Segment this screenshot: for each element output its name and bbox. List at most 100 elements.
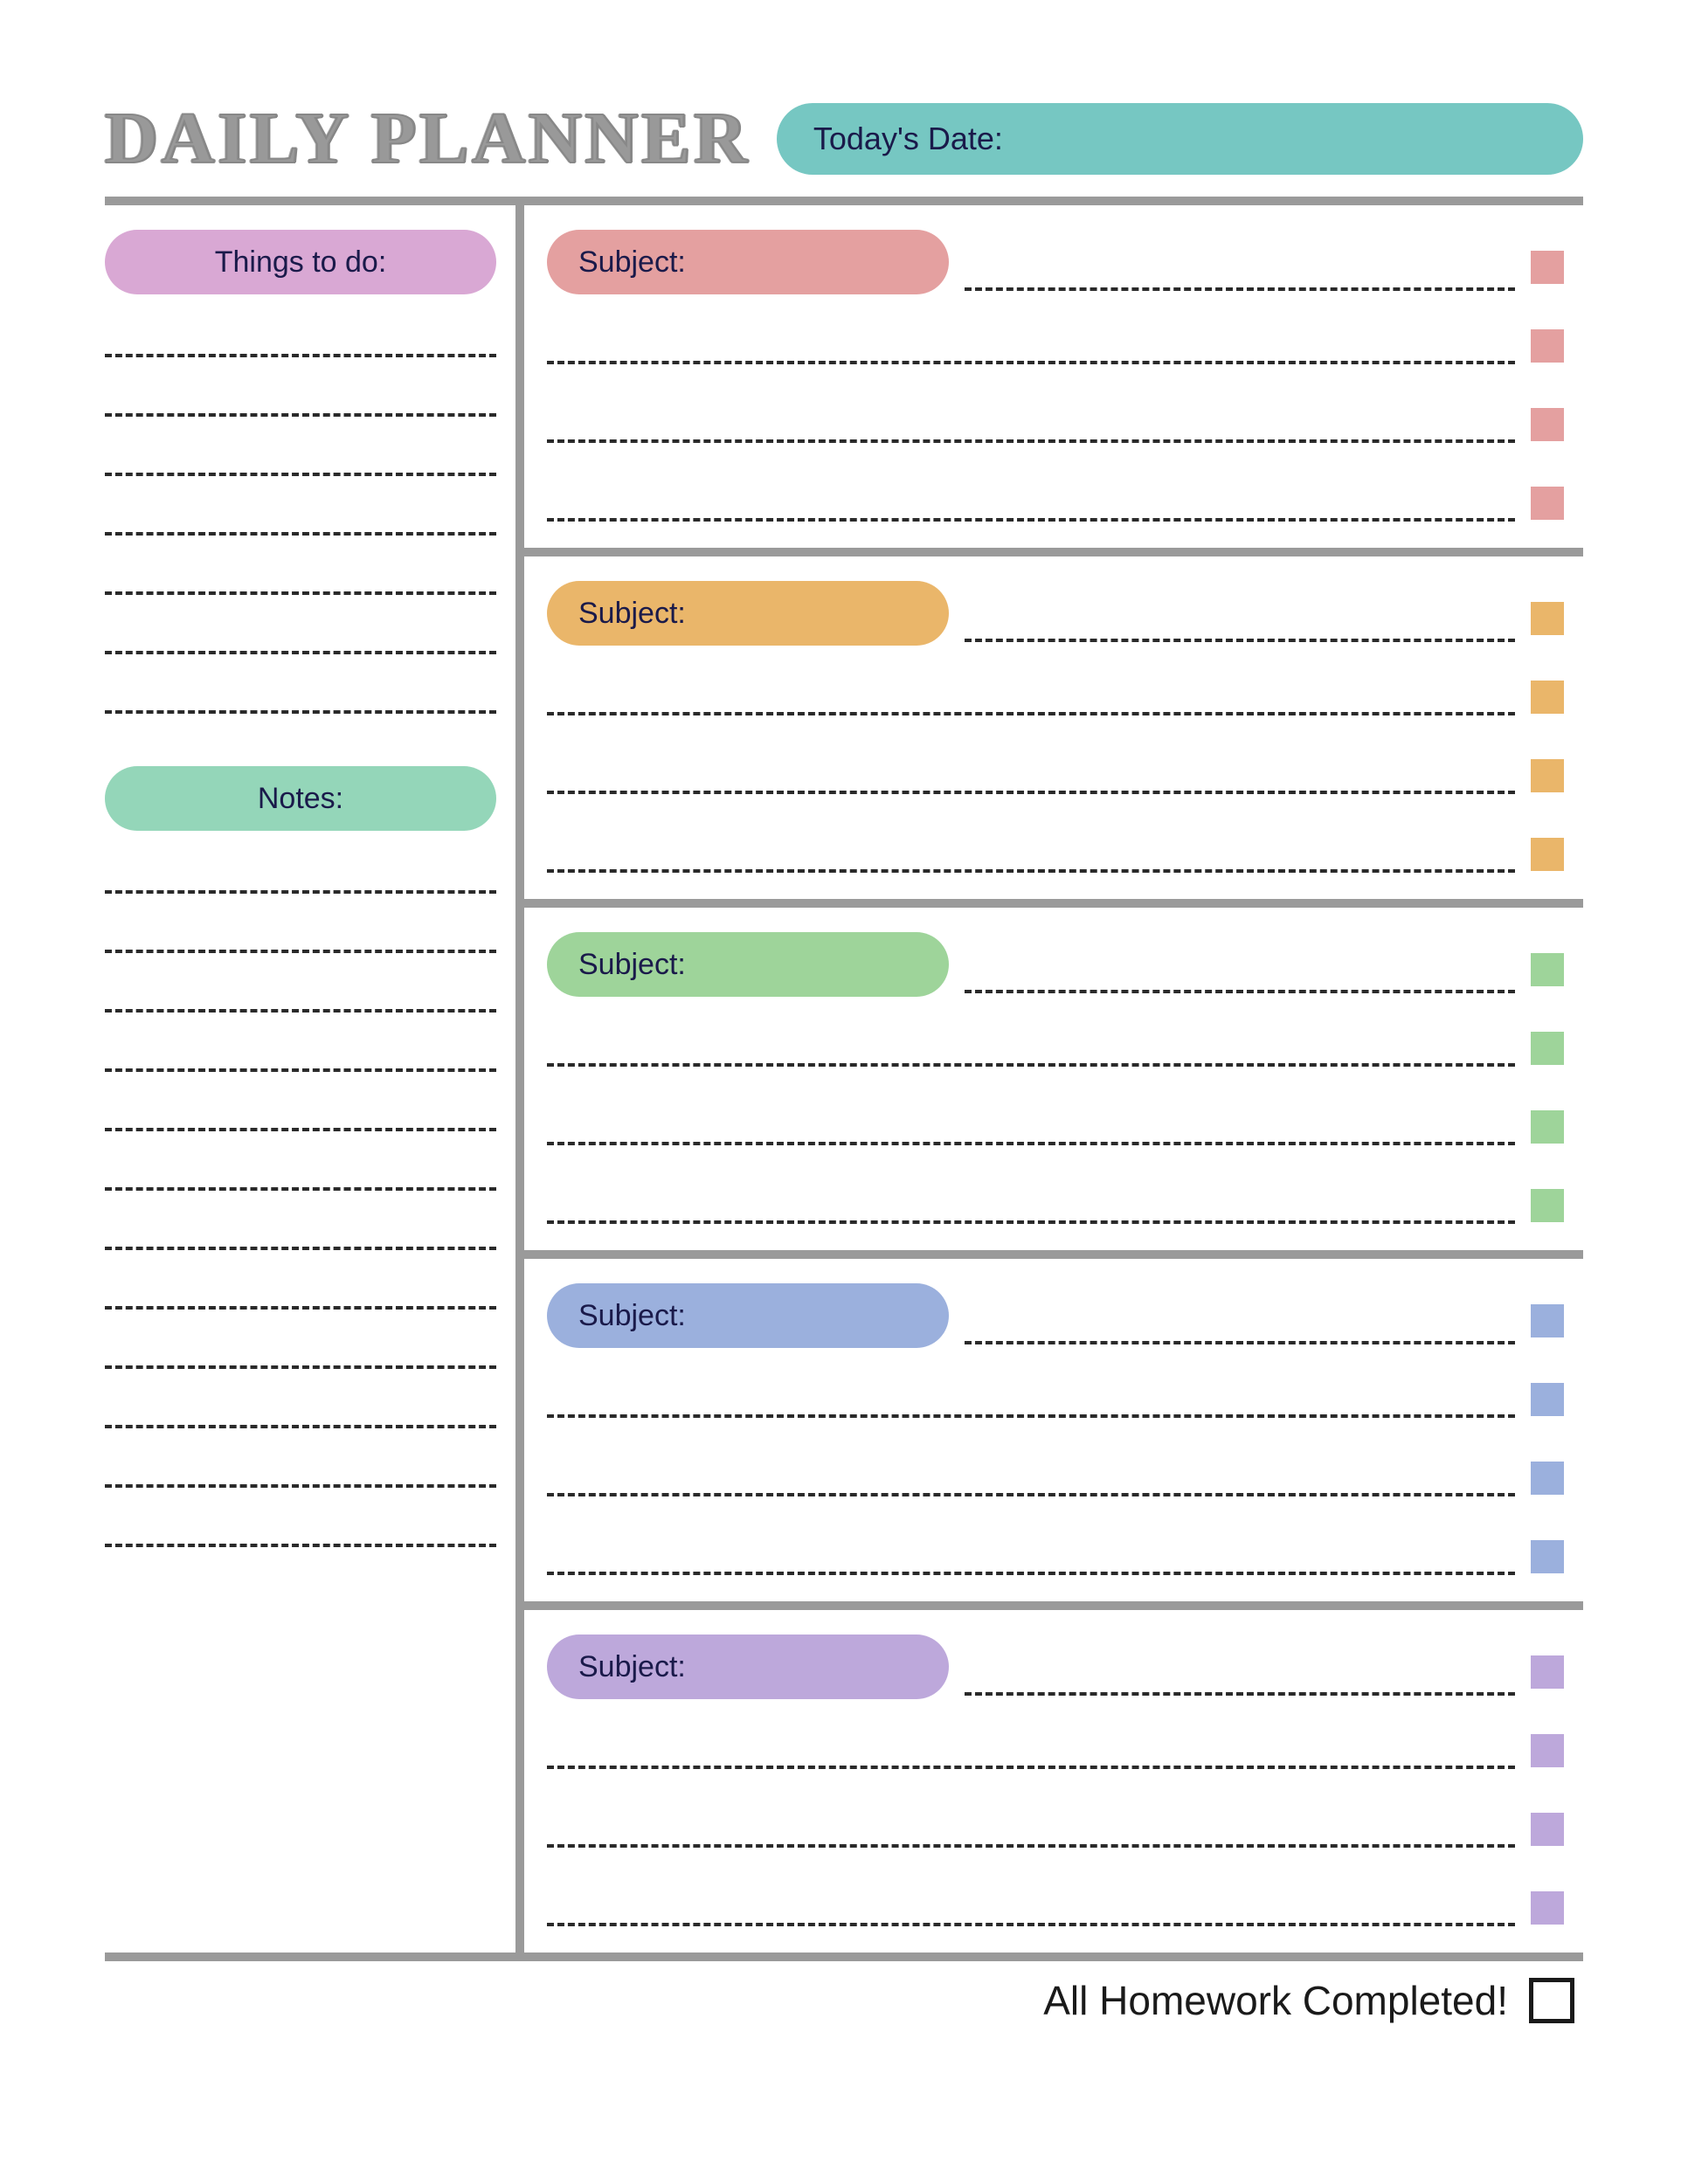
subject-line[interactable] bbox=[547, 1780, 1515, 1848]
subject-line[interactable] bbox=[547, 999, 1515, 1067]
subject-line[interactable] bbox=[547, 1507, 1515, 1575]
subject-block: Subject: bbox=[524, 1250, 1583, 1601]
todo-line[interactable] bbox=[105, 541, 496, 595]
subject-line[interactable] bbox=[547, 453, 1515, 522]
subject-line-row bbox=[547, 1507, 1564, 1580]
todo-line[interactable] bbox=[105, 363, 496, 417]
subject-checkbox[interactable] bbox=[1531, 681, 1564, 714]
subject-checkbox[interactable] bbox=[1531, 1655, 1564, 1689]
subject-header-row: Subject: bbox=[547, 230, 1564, 291]
notes-line[interactable] bbox=[105, 899, 496, 953]
notes-line[interactable] bbox=[105, 1077, 496, 1131]
subject-header-row: Subject: bbox=[547, 581, 1564, 642]
todo-line[interactable] bbox=[105, 422, 496, 476]
subject-checkbox[interactable] bbox=[1531, 1189, 1564, 1222]
notes-line[interactable] bbox=[105, 1137, 496, 1191]
subject-checkbox[interactable] bbox=[1531, 329, 1564, 363]
subject-line-row bbox=[547, 1701, 1564, 1774]
date-pill[interactable]: Today's Date: bbox=[777, 103, 1583, 175]
subject-checkbox[interactable] bbox=[1531, 838, 1564, 871]
subject-line[interactable] bbox=[965, 1645, 1515, 1696]
notes-line[interactable] bbox=[105, 1493, 496, 1547]
subject-line-row bbox=[547, 1428, 1564, 1502]
subject-line-row bbox=[547, 453, 1564, 527]
notes-line[interactable] bbox=[105, 840, 496, 894]
subject-label: Subject: bbox=[578, 948, 686, 982]
subject-checkbox[interactable] bbox=[1531, 1462, 1564, 1495]
subject-line-row bbox=[547, 805, 1564, 878]
todo-line[interactable] bbox=[105, 600, 496, 654]
subject-block: Subject: bbox=[524, 899, 1583, 1250]
subject-checkbox[interactable] bbox=[1531, 408, 1564, 441]
notes-pill: Notes: bbox=[105, 766, 496, 831]
notes-line[interactable] bbox=[105, 1018, 496, 1072]
subject-line[interactable] bbox=[547, 726, 1515, 794]
subject-line-row bbox=[547, 1858, 1564, 1932]
subject-line[interactable] bbox=[547, 296, 1515, 364]
vertical-divider bbox=[515, 205, 524, 1952]
subject-block: Subject: bbox=[524, 205, 1583, 548]
notes-line[interactable] bbox=[105, 1196, 496, 1250]
notes-line[interactable] bbox=[105, 1315, 496, 1369]
subject-header-row: Subject: bbox=[547, 1283, 1564, 1344]
subject-line[interactable] bbox=[547, 375, 1515, 443]
subject-pill: Subject: bbox=[547, 1283, 949, 1348]
subject-line[interactable] bbox=[547, 805, 1515, 873]
subject-checkbox[interactable] bbox=[1531, 1304, 1564, 1337]
subject-block: Subject: bbox=[524, 1601, 1583, 1952]
notes-line[interactable] bbox=[105, 1255, 496, 1310]
subject-block: Subject: bbox=[524, 548, 1583, 899]
subject-pill: Subject: bbox=[547, 932, 949, 997]
subject-checkbox[interactable] bbox=[1531, 1110, 1564, 1144]
subject-line[interactable] bbox=[547, 1156, 1515, 1224]
top-divider bbox=[105, 197, 1583, 205]
todo-line[interactable] bbox=[105, 303, 496, 357]
subject-checkbox[interactable] bbox=[1531, 1383, 1564, 1416]
subject-line-row bbox=[547, 1350, 1564, 1423]
notes-line[interactable] bbox=[105, 958, 496, 1013]
subject-line[interactable] bbox=[547, 1701, 1515, 1769]
subject-label: Subject: bbox=[578, 245, 686, 280]
subject-label: Subject: bbox=[578, 1299, 686, 1333]
todo-line[interactable] bbox=[105, 481, 496, 536]
subject-line[interactable] bbox=[547, 1077, 1515, 1145]
subject-line[interactable] bbox=[547, 647, 1515, 715]
date-label: Today's Date: bbox=[813, 121, 1003, 157]
subject-line-row bbox=[547, 296, 1564, 370]
subject-line[interactable] bbox=[965, 240, 1515, 291]
todo-label: Things to do: bbox=[215, 245, 387, 280]
subject-checkbox[interactable] bbox=[1531, 487, 1564, 520]
subject-header-row: Subject: bbox=[547, 1635, 1564, 1696]
right-column: Subject: Subject: Subject: Subject: Subject: bbox=[524, 205, 1583, 1952]
subject-line-row bbox=[547, 1780, 1564, 1853]
homework-complete-checkbox[interactable] bbox=[1529, 1978, 1574, 2023]
subject-line-row bbox=[547, 1156, 1564, 1229]
spacer bbox=[105, 719, 496, 766]
notes-line[interactable] bbox=[105, 1434, 496, 1488]
subject-line-row bbox=[547, 1077, 1564, 1151]
subject-checkbox[interactable] bbox=[1531, 1734, 1564, 1767]
footer: All Homework Completed! bbox=[105, 1961, 1583, 2024]
subject-checkbox[interactable] bbox=[1531, 1032, 1564, 1065]
header: DAILY PLANNER Today's Date: bbox=[105, 96, 1583, 181]
subject-checkbox[interactable] bbox=[1531, 759, 1564, 792]
subject-line[interactable] bbox=[965, 943, 1515, 993]
notes-label: Notes: bbox=[258, 782, 343, 816]
page-title: DAILY PLANNER bbox=[105, 96, 751, 181]
subject-line-row bbox=[547, 999, 1564, 1072]
subject-checkbox[interactable] bbox=[1531, 602, 1564, 635]
subject-line[interactable] bbox=[965, 591, 1515, 642]
main-grid: Things to do: Notes: Subject:Subject:Sub… bbox=[105, 205, 1583, 1961]
subject-checkbox[interactable] bbox=[1531, 251, 1564, 284]
subject-line[interactable] bbox=[547, 1350, 1515, 1418]
subject-line[interactable] bbox=[965, 1294, 1515, 1344]
subject-checkbox[interactable] bbox=[1531, 1813, 1564, 1846]
subject-label: Subject: bbox=[578, 597, 686, 631]
notes-line[interactable] bbox=[105, 1374, 496, 1428]
todo-line[interactable] bbox=[105, 660, 496, 714]
subject-line[interactable] bbox=[547, 1858, 1515, 1926]
subject-checkbox[interactable] bbox=[1531, 953, 1564, 986]
subject-checkbox[interactable] bbox=[1531, 1540, 1564, 1573]
subject-checkbox[interactable] bbox=[1531, 1891, 1564, 1925]
subject-line[interactable] bbox=[547, 1428, 1515, 1496]
